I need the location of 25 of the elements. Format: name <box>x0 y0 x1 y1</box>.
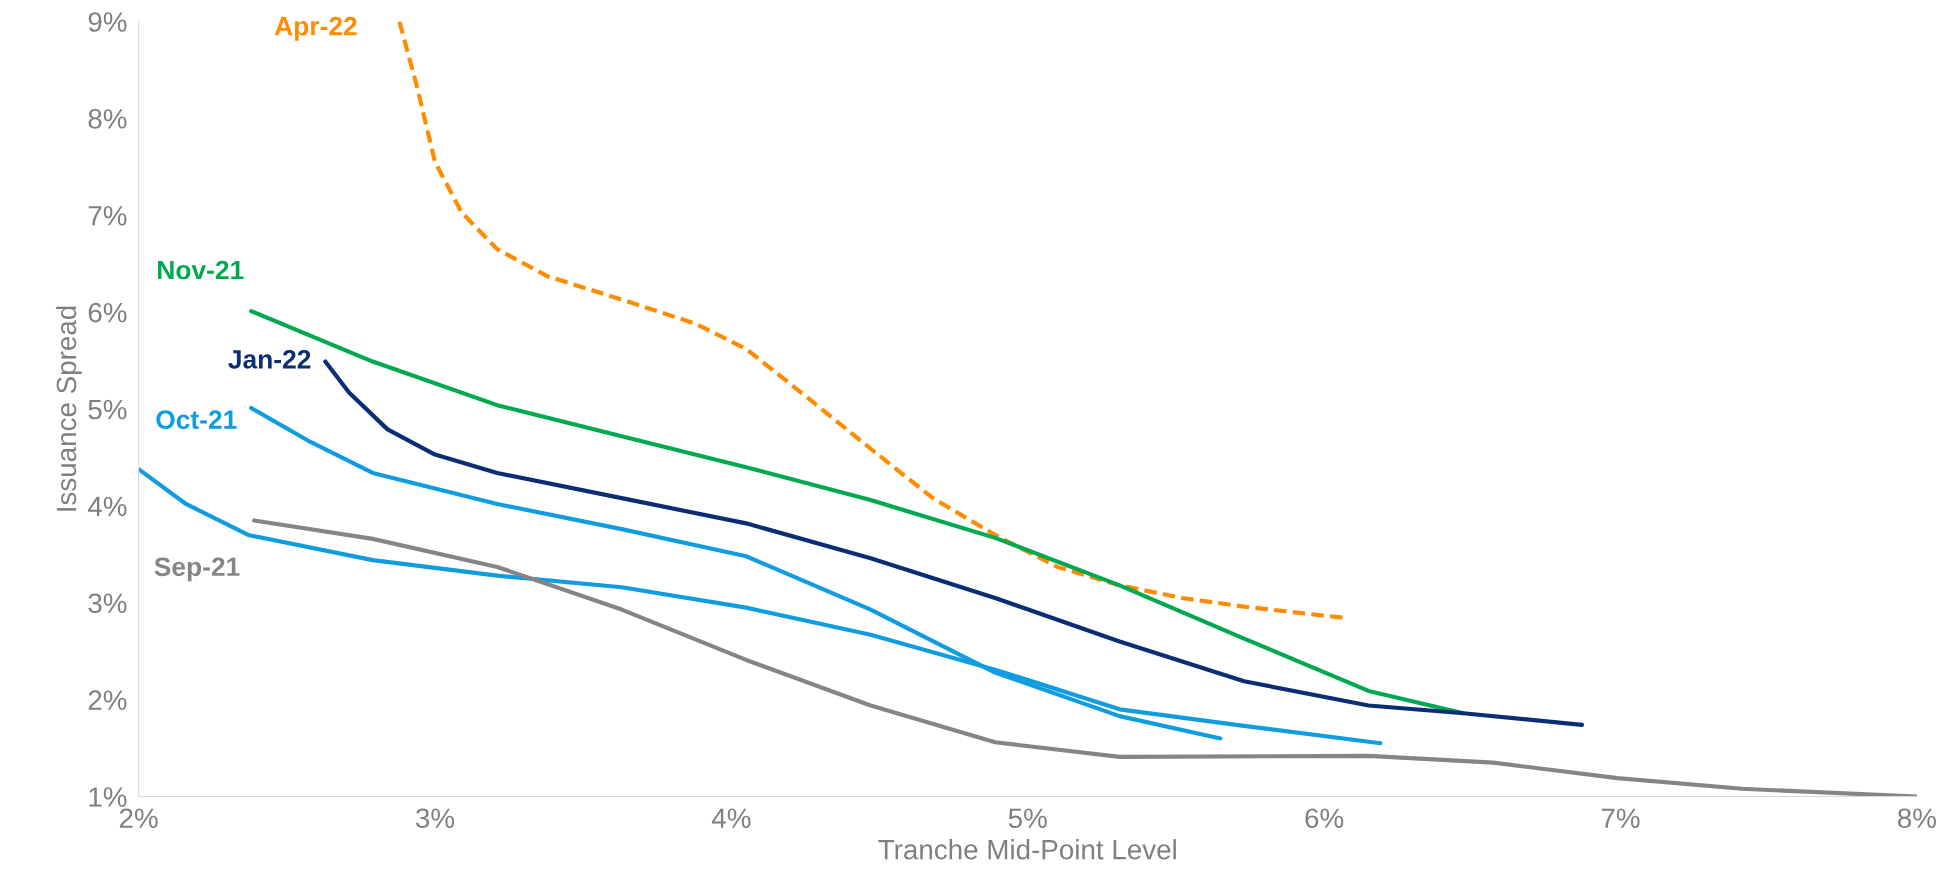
series-label: Sep-21 <box>154 557 240 582</box>
x-tick-label: 4% <box>711 808 751 828</box>
line-series <box>252 518 1917 797</box>
series-label: Oct-21 <box>156 410 237 430</box>
y-axis-title: Issuance Spread <box>55 306 82 511</box>
series-label: Jan-22 <box>228 349 311 369</box>
y-tick-label: 9% <box>88 12 127 32</box>
x-axis-title: Tranche Mid-Point Level <box>878 839 1176 860</box>
y-tick-label: 8% <box>88 109 127 129</box>
x-tick-label: 2% <box>119 808 158 828</box>
y-tick-label: 3% <box>88 593 127 614</box>
line-series <box>323 359 1585 727</box>
y-tick-label: 6% <box>88 302 127 323</box>
x-tick-label: 5% <box>1008 808 1047 829</box>
x-tick-label: 7% <box>1601 808 1640 828</box>
y-tick-label: 7% <box>88 206 127 226</box>
y-tick-label: 4% <box>87 496 127 517</box>
x-tick-label: 3% <box>415 808 455 829</box>
x-tick-label: 8% <box>1898 808 1936 829</box>
y-tick-label: 5% <box>88 399 127 420</box>
series-label: Nov-21 <box>158 260 244 280</box>
y-tick-label: 1% <box>89 787 127 807</box>
series-label: Apr-22 <box>274 16 357 41</box>
x-tick-label: 6% <box>1305 808 1344 829</box>
y-tick-label: 2% <box>88 690 127 710</box>
